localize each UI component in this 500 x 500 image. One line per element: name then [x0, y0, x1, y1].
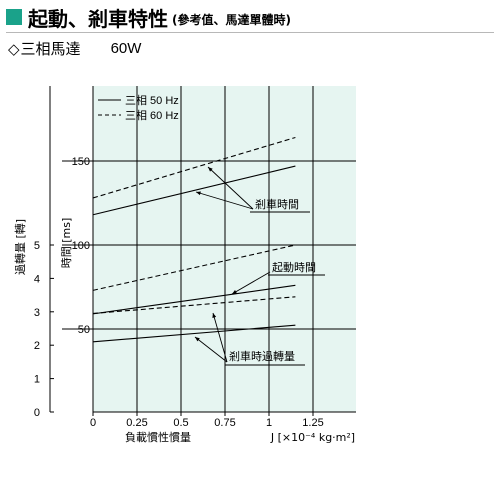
annotation-arrowhead: [208, 167, 213, 172]
series-line: [92, 244, 296, 291]
annotation-leader: [195, 191, 254, 210]
time-tick-label: 100: [72, 240, 90, 252]
legend-label: 三相 50 Hz: [125, 94, 179, 107]
overrun-tick-label: 1: [34, 374, 40, 386]
diamond-icon: ◇: [8, 39, 20, 58]
time-tick-label: 150: [72, 156, 90, 168]
x-tick-label: 0: [90, 417, 96, 429]
header-square-icon: [6, 9, 22, 25]
page-subtitle: (參考值、馬達單體時): [172, 12, 291, 27]
annotation-label: 剎車時間: [255, 197, 299, 211]
x-tick-label: 1.25: [302, 417, 323, 429]
annotation-leader: [231, 271, 271, 295]
x-axis-label: 負載慣性慣量: [125, 430, 191, 444]
series-line: [92, 284, 296, 315]
overrun-tick-label: 5: [34, 240, 40, 252]
series-line: [92, 136, 296, 199]
overrun-tick-label: 2: [34, 340, 40, 352]
x-axis-unit-label: J [×10⁻⁴ kg·m²]: [270, 431, 355, 444]
overrun-axis-label: 過轉量 [轉]: [14, 219, 27, 275]
motor-type-label: 三相馬達: [20, 40, 81, 58]
annotation-label: 剎車時過轉量: [229, 349, 295, 363]
overrun-tick-label: 3: [34, 307, 40, 319]
page-title: 起動、剎車特性: [28, 6, 168, 31]
series-line: [92, 296, 296, 315]
motor-power-label: 60W: [110, 40, 142, 57]
x-tick-label: 0.5: [173, 417, 188, 429]
annotation-leader: [207, 166, 254, 210]
legend-label: 三相 60 Hz: [125, 109, 179, 122]
time-tick-label: 50: [78, 324, 90, 336]
annotation-leader: [194, 336, 228, 363]
series-line: [92, 165, 296, 216]
motor-heading: ◇ 三相馬達 60W: [8, 38, 141, 59]
x-tick-label: 0.75: [214, 417, 235, 429]
x-tick-label: 1: [266, 417, 272, 429]
x-tick-label: 0.25: [126, 417, 147, 429]
overrun-tick-label: 4: [34, 273, 40, 285]
annotation-arrowhead: [232, 290, 237, 294]
overrun-tick-label: 0: [34, 407, 40, 419]
header-divider: [6, 32, 494, 33]
annotation-label: 起動時間: [272, 260, 316, 274]
annotation-arrowhead: [196, 191, 201, 196]
annotation-arrowhead: [195, 337, 200, 342]
annotation-arrowhead: [212, 313, 217, 318]
page-header: 起動、剎車特性 (參考值、馬達單體時): [6, 4, 291, 31]
series-line: [92, 324, 296, 343]
time-axis-label: 時間 [ms]: [60, 218, 73, 269]
annotation-leader: [212, 312, 228, 363]
